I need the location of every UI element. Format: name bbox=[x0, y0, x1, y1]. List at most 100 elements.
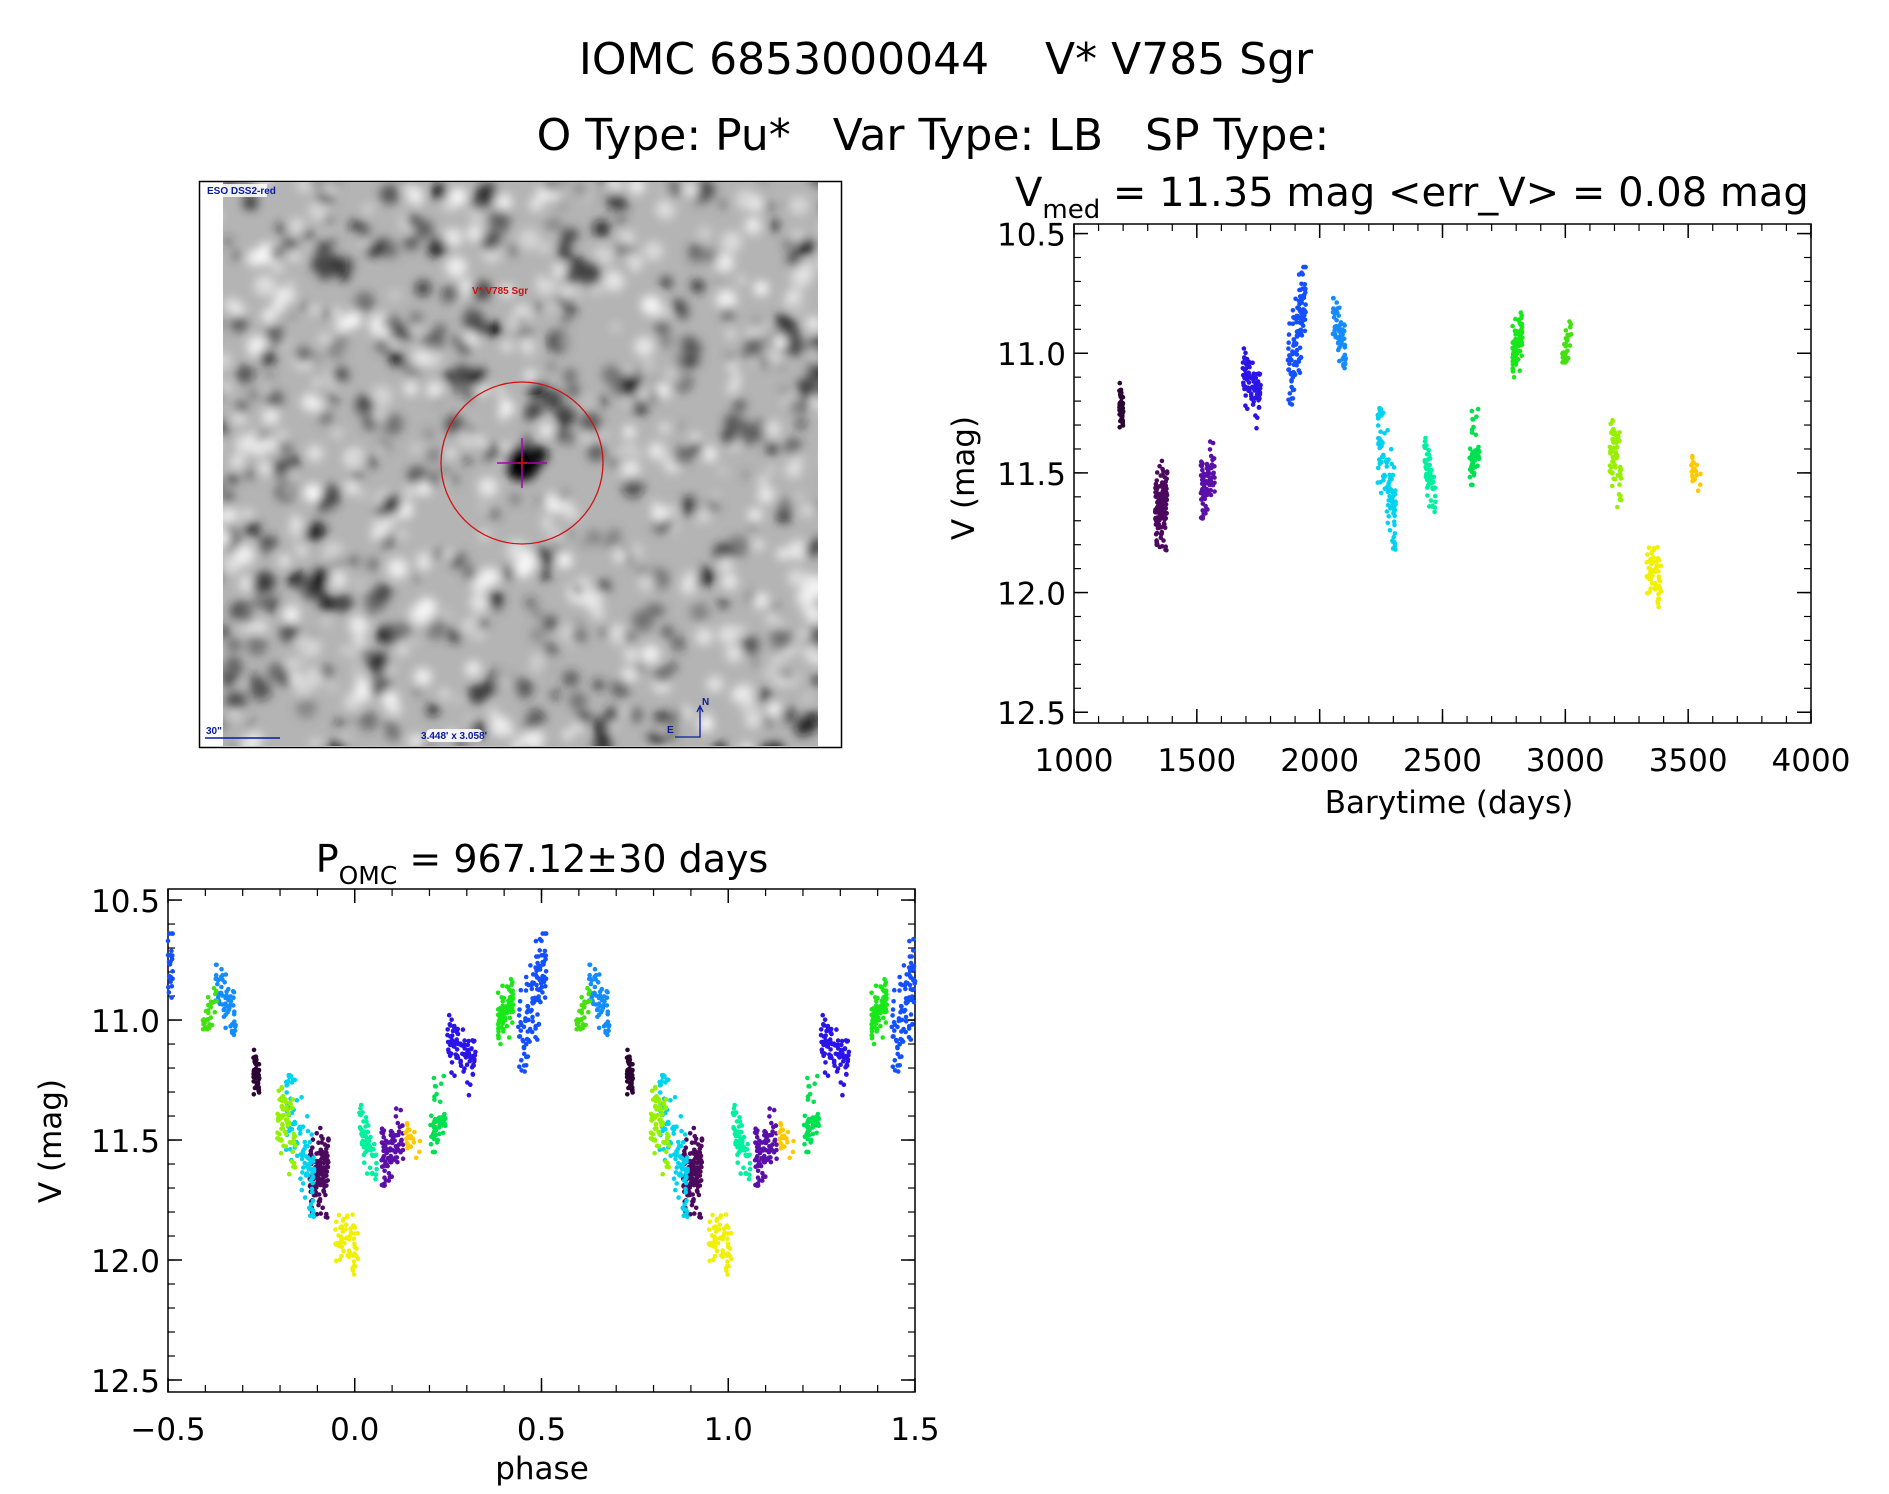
data-point bbox=[665, 1139, 670, 1145]
data-point bbox=[318, 1211, 324, 1216]
data-point bbox=[625, 1069, 630, 1075]
data-point bbox=[724, 1264, 730, 1269]
data-point bbox=[446, 1012, 452, 1018]
y-tick-label: 12.0 bbox=[91, 1244, 160, 1280]
data-point bbox=[523, 974, 529, 980]
data-point bbox=[1510, 323, 1515, 329]
data-point bbox=[305, 1128, 311, 1134]
data-point bbox=[297, 1131, 303, 1136]
data-point bbox=[660, 1074, 666, 1080]
data-point bbox=[695, 1188, 700, 1194]
data-point bbox=[518, 1028, 524, 1033]
data-point bbox=[594, 1007, 600, 1013]
data-point bbox=[682, 1202, 687, 1207]
data-point bbox=[215, 981, 220, 987]
data-point bbox=[1386, 514, 1391, 519]
data-point bbox=[506, 1035, 512, 1040]
data-point bbox=[351, 1259, 357, 1264]
data-point bbox=[516, 1013, 522, 1018]
data-point bbox=[1511, 374, 1517, 380]
data-point bbox=[389, 1138, 395, 1143]
data-point bbox=[664, 1164, 670, 1169]
data-point bbox=[299, 1153, 305, 1158]
data-point bbox=[1697, 482, 1703, 488]
data-point bbox=[659, 1079, 664, 1084]
data-point bbox=[1388, 446, 1394, 452]
data-point bbox=[302, 1195, 308, 1200]
data-point bbox=[693, 1168, 698, 1173]
data-point bbox=[891, 1034, 896, 1039]
data-point bbox=[1422, 439, 1428, 444]
data-point bbox=[379, 1130, 384, 1135]
data-point bbox=[1298, 309, 1304, 315]
data-point bbox=[1471, 473, 1477, 478]
data-point bbox=[683, 1180, 689, 1186]
x-tick-label: 2500 bbox=[1403, 743, 1482, 779]
data-point bbox=[1287, 391, 1293, 396]
data-point bbox=[1656, 569, 1661, 574]
data-point bbox=[844, 1072, 849, 1077]
data-point bbox=[693, 1205, 699, 1211]
data-point bbox=[285, 1079, 291, 1084]
data-point bbox=[676, 1195, 681, 1200]
data-point bbox=[1381, 452, 1386, 458]
data-point bbox=[495, 1033, 501, 1038]
data-point bbox=[221, 1007, 226, 1013]
data-point bbox=[673, 1187, 678, 1193]
data-point bbox=[286, 1112, 292, 1117]
data-point bbox=[524, 1036, 530, 1042]
data-point bbox=[202, 1019, 208, 1025]
data-point bbox=[1254, 425, 1259, 431]
data-point bbox=[762, 1159, 768, 1165]
data-point bbox=[388, 1153, 394, 1159]
data-point bbox=[311, 1214, 317, 1220]
data-point bbox=[907, 954, 913, 959]
data-point bbox=[1432, 493, 1438, 499]
data-point bbox=[291, 1164, 296, 1169]
data-point bbox=[428, 1122, 433, 1128]
data-point bbox=[650, 1097, 656, 1102]
data-point bbox=[500, 983, 505, 989]
data-point bbox=[307, 1157, 312, 1162]
data-point bbox=[629, 1072, 635, 1078]
data-point bbox=[406, 1135, 411, 1140]
data-point bbox=[1467, 474, 1473, 480]
data-point bbox=[1286, 340, 1291, 346]
data-point bbox=[432, 1097, 437, 1102]
data-point bbox=[539, 938, 544, 944]
data-point bbox=[1390, 546, 1396, 551]
data-point bbox=[1164, 497, 1170, 503]
data-point bbox=[845, 1057, 851, 1062]
data-point bbox=[1249, 376, 1255, 381]
data-point bbox=[523, 1063, 529, 1068]
data-point bbox=[383, 1178, 389, 1183]
data-point bbox=[345, 1213, 350, 1218]
data-point bbox=[881, 1015, 886, 1021]
data-point bbox=[1652, 545, 1657, 551]
data-point bbox=[1201, 471, 1206, 477]
data-point bbox=[358, 1127, 364, 1132]
data-point bbox=[311, 1155, 316, 1160]
data-point bbox=[300, 1181, 306, 1186]
data-point bbox=[314, 1176, 320, 1182]
data-point bbox=[1207, 439, 1213, 444]
data-point bbox=[449, 1060, 455, 1065]
data-point bbox=[1161, 521, 1167, 527]
data-point bbox=[1387, 479, 1392, 485]
data-point bbox=[170, 976, 175, 982]
data-point bbox=[344, 1235, 349, 1241]
data-point bbox=[1567, 343, 1573, 348]
data-point bbox=[596, 1012, 602, 1017]
data-point bbox=[537, 948, 542, 953]
data-point bbox=[309, 1186, 315, 1192]
data-point bbox=[674, 1181, 679, 1186]
data-point bbox=[472, 1038, 477, 1044]
data-point bbox=[504, 984, 510, 989]
data-point bbox=[1389, 499, 1395, 505]
data-point bbox=[1611, 476, 1616, 482]
data-point bbox=[535, 1012, 540, 1017]
data-point bbox=[304, 1171, 310, 1176]
data-point bbox=[654, 1143, 660, 1149]
data-point bbox=[761, 1174, 766, 1180]
data-point bbox=[583, 1022, 588, 1028]
